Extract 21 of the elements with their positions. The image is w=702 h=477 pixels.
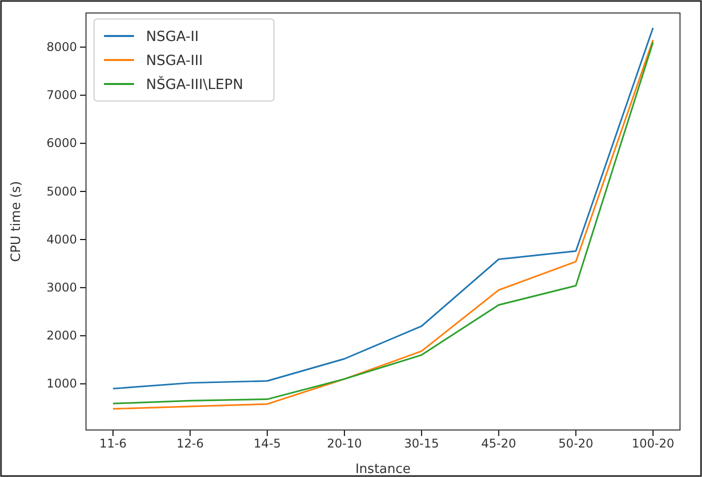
x-tick-label: 20-10 [326,436,362,451]
y-tick-label: 1000 [46,376,77,391]
y-tick-label: 3000 [46,280,77,294]
x-tick-label: 12-6 [176,436,204,451]
y-axis-title: CPU time (s) [9,181,24,262]
y-tick-label: 7000 [46,88,77,102]
x-tick-label: 50-20 [558,436,594,451]
x-tick-label: 11-6 [99,436,127,451]
legend-label: NŠGA-III\LEPN [146,76,244,93]
legend-label: NSGA-II [146,29,199,45]
x-tick-label: 100-20 [632,436,674,451]
y-tick-label: 6000 [46,136,77,150]
legend-label: NSGA-III [146,53,203,69]
x-tick-label: 45-20 [481,436,516,451]
y-tick-label: 5000 [46,184,77,198]
x-tick-label: 30-15 [404,436,440,451]
x-tick-label: 14-5 [254,436,281,451]
y-tick-label: 4000 [46,232,77,246]
y-tick-label: 8000 [46,40,77,54]
y-tick-label: 2000 [46,328,77,343]
x-axis-title: Instance [355,462,411,477]
